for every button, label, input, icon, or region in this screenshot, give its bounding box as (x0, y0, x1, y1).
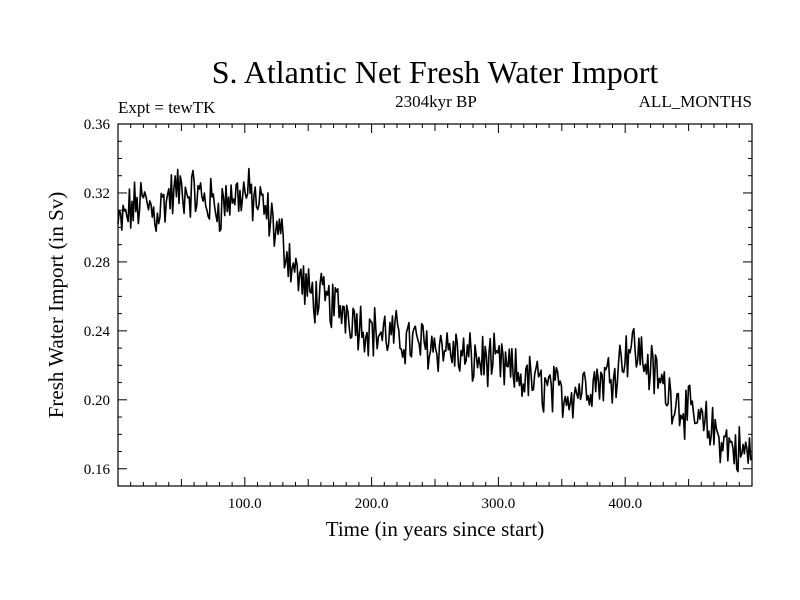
plot-frame (117, 123, 753, 487)
x-tick-label: 100.0 (228, 496, 262, 512)
months-label: ALL_MONTHS (639, 92, 752, 111)
y-tick-label: 0.36 (84, 117, 111, 133)
y-axis-label: Fresh Water Import (in Sv) (44, 192, 68, 419)
y-tick-label: 0.24 (84, 324, 111, 340)
experiment-label: Expt = tewTK (118, 98, 216, 117)
y-tick-label: 0.20 (84, 393, 110, 409)
series-line (117, 167, 753, 473)
period-label: 2304kyr BP (395, 92, 477, 111)
x-tick-label: 400.0 (608, 496, 642, 512)
x-tick-label: 200.0 (355, 496, 389, 512)
axis-ticks (118, 123, 752, 486)
chart-title: S. Atlantic Net Fresh Water Import (212, 54, 659, 90)
y-tick-label: 0.16 (84, 462, 111, 478)
tick-labels: 100.0 200.0 300.0 400.0 0.16 0.20 0.24 0.28 0.32… (84, 117, 642, 512)
y-tick-label: 0.28 (84, 255, 110, 271)
x-axis-label: Time (in years since start) (326, 517, 545, 541)
y-tick-label: 0.32 (84, 186, 110, 202)
x-tick-label: 300.0 (482, 496, 516, 512)
